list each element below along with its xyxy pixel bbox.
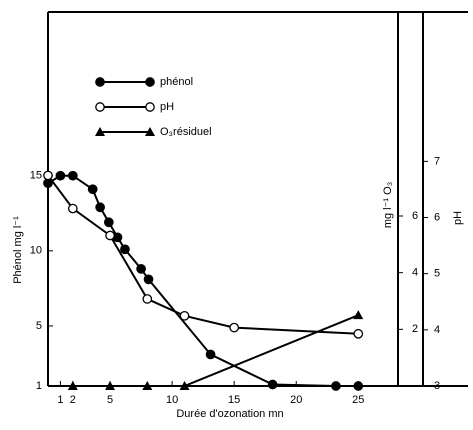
y3-tick-label: 5 — [434, 268, 440, 280]
y2-tick-label: 2 — [412, 323, 418, 335]
y3-tick-label: 3 — [434, 380, 440, 392]
x-tick-label: 1 — [57, 394, 63, 406]
marker — [142, 381, 153, 390]
marker — [87, 184, 98, 195]
series-line — [47, 174, 359, 335]
y-tick-label: 10 — [30, 245, 42, 257]
marker — [67, 203, 78, 214]
marker — [142, 294, 153, 304]
y2-axis-label: mg l⁻¹ O₃ — [382, 182, 394, 228]
legend-label: O₃résiduel — [160, 126, 212, 138]
marker — [103, 217, 114, 228]
y-tick-label: 5 — [36, 320, 42, 332]
y-axis-label: Phénol mg l⁻¹ — [12, 216, 24, 284]
x-tick-label: 15 — [228, 394, 240, 406]
marker — [105, 230, 115, 241]
y2-tick-label: 4 — [412, 267, 418, 279]
x-tick-label: 20 — [290, 394, 302, 406]
x-axis-label: Durée d'ozonation mn — [176, 408, 283, 420]
marker — [67, 170, 78, 181]
marker — [67, 381, 78, 390]
y2-tick-label: 6 — [412, 210, 418, 222]
marker — [95, 127, 105, 136]
marker — [105, 381, 116, 390]
x-tick-label: 2 — [70, 394, 76, 406]
marker — [353, 381, 364, 391]
marker — [179, 381, 190, 390]
marker — [267, 379, 278, 390]
marker — [55, 170, 66, 181]
y-tick-label: 1 — [36, 380, 42, 392]
y3-tick-label: 7 — [434, 155, 440, 167]
marker — [353, 310, 364, 320]
marker — [229, 322, 240, 333]
series-line — [47, 174, 359, 387]
marker — [95, 102, 105, 112]
x-tick-label: 10 — [166, 394, 178, 406]
marker — [205, 349, 216, 360]
marker — [145, 127, 155, 136]
y-tick-label: 15 — [30, 170, 42, 182]
marker — [331, 381, 341, 391]
marker — [95, 77, 105, 87]
marker — [43, 170, 53, 181]
series-line — [72, 314, 359, 387]
x-tick-label: 25 — [352, 394, 364, 406]
legend-label: pH — [160, 101, 174, 113]
y3-tick-label: 6 — [434, 211, 440, 223]
marker — [353, 328, 364, 339]
marker — [145, 102, 155, 112]
y3-tick-label: 4 — [434, 324, 440, 336]
marker — [145, 77, 155, 87]
marker — [95, 202, 105, 213]
y3-axis-label: pH — [452, 211, 464, 225]
marker — [179, 310, 190, 321]
marker — [136, 263, 146, 274]
x-tick-label: 5 — [107, 394, 113, 406]
marker — [120, 244, 130, 255]
legend-label: phénol — [160, 76, 193, 88]
marker — [143, 274, 154, 285]
